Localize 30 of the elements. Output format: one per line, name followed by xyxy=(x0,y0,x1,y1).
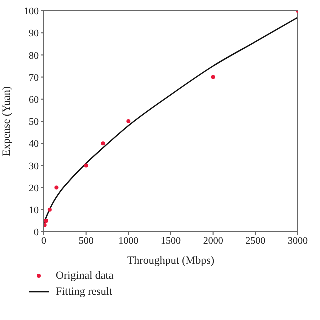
point xyxy=(44,223,47,228)
y-tick-label: 50 xyxy=(29,117,39,128)
x-tick-label: 3000 xyxy=(288,236,308,248)
y-tick-label: 20 xyxy=(29,183,39,194)
point xyxy=(211,75,216,80)
x-tick-label: 1500 xyxy=(161,236,181,248)
x-tick-label: 0 xyxy=(42,236,46,248)
y-tick-label: 60 xyxy=(29,94,39,106)
x-tick-label: 500 xyxy=(78,236,94,248)
y-tick-label: 10 xyxy=(29,205,39,216)
y-tick-label: 40 xyxy=(29,139,39,150)
x-tick-label: 2500 xyxy=(246,236,266,248)
x-tick-label: 1000 xyxy=(118,236,139,248)
x-tick-label: 2000 xyxy=(203,236,224,248)
line-series xyxy=(44,16,298,226)
point xyxy=(84,164,88,168)
y-tick-label: 30 xyxy=(29,161,39,172)
y-axis-title: Expense (Yuan) xyxy=(0,86,13,156)
point xyxy=(48,208,52,212)
y-tick-label: 100 xyxy=(24,6,39,18)
point xyxy=(126,120,131,124)
y-tick-label: 90 xyxy=(29,28,39,40)
y-tick-label: 80 xyxy=(29,50,39,62)
x-axis-title: Throughput (Mbps) xyxy=(127,255,215,267)
point xyxy=(54,186,59,190)
legend-label: Fitting result xyxy=(56,286,113,298)
legend-label: Original data xyxy=(56,270,114,282)
point xyxy=(101,142,106,146)
y-tick-label: 0 xyxy=(34,228,39,239)
y-tick-label: 70 xyxy=(29,72,39,84)
